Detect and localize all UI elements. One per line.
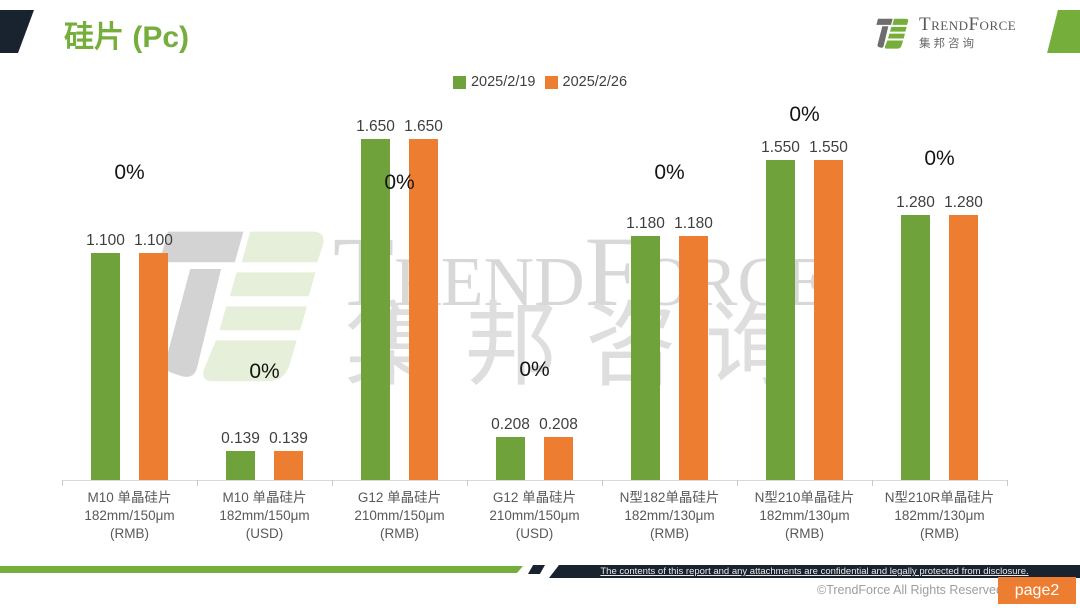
category-label-line: 182mm/130μm <box>759 508 850 523</box>
x-axis-tick <box>332 480 333 486</box>
x-axis-line <box>62 480 1007 481</box>
bar-value-label: 1.100 <box>134 232 173 249</box>
bar-value-label: 1.650 <box>356 118 395 135</box>
x-axis-tick <box>872 480 873 486</box>
category-label: G12 单晶硅片 210mm/150μm (USD) <box>467 489 602 543</box>
trendforce-logo-icon <box>876 18 909 49</box>
logo-brand-text: TrendForce <box>919 14 1017 35</box>
trendforce-logo: TrendForce 集邦咨询 <box>872 15 1016 51</box>
bar-value-label: 1.650 <box>404 118 443 135</box>
bar-value-label: 0.139 <box>269 430 308 447</box>
page-number-text: page2 <box>1014 581 1060 599</box>
bar-2025/2/19 <box>631 236 660 480</box>
bar-2025/2/26 <box>679 236 708 480</box>
bar-value-label: 1.180 <box>674 215 713 232</box>
bar-2025/2/26 <box>409 139 438 480</box>
category-label-line: M10 单晶硅片 <box>87 490 172 505</box>
category-label: N型210R单晶硅片 182mm/130μm (RMB) <box>872 489 1007 543</box>
chart-legend: 2025/2/19 2025/2/26 <box>0 74 1080 90</box>
x-axis-tick <box>467 480 468 486</box>
bar-2025/2/26 <box>274 451 303 480</box>
bar-2025/2/19 <box>901 215 930 480</box>
bar-value-label: 0.208 <box>539 416 578 433</box>
category-label-line: 182mm/130μm <box>894 508 985 523</box>
bar-value-label: 1.280 <box>896 194 935 211</box>
category-label-line: G12 单晶硅片 <box>492 490 577 505</box>
bar-2025/2/19 <box>361 139 390 480</box>
bar-2025/2/26 <box>949 215 978 480</box>
category-label-line: 182mm/130μm <box>624 508 715 523</box>
legend-item: 2025/2/26 <box>544 74 628 90</box>
category-label: N型210单晶硅片 182mm/130μm (RMB) <box>737 489 872 543</box>
category-label-line: (RMB) <box>785 526 824 541</box>
category-label-line: (USD) <box>245 526 284 541</box>
bar-2025/2/19 <box>226 451 255 480</box>
bar-2025/2/26 <box>814 160 843 480</box>
category-label-line: M10 单晶硅片 <box>222 490 307 505</box>
bar-2025/2/26 <box>544 437 573 480</box>
legend-item: 2025/2/19 <box>452 74 536 90</box>
x-axis-tick <box>62 480 63 486</box>
category-label-line: N型210单晶硅片 <box>754 490 855 505</box>
x-axis-tick <box>197 480 198 486</box>
bar-value-label: 0.208 <box>491 416 530 433</box>
category-label-line: (RMB) <box>920 526 959 541</box>
pct-change-label: 0% <box>114 161 145 184</box>
pct-change-label: 0% <box>789 103 820 126</box>
x-axis-tick <box>602 480 603 486</box>
logo-brand-cn: 集邦咨询 <box>919 38 977 50</box>
category-label-line: (RMB) <box>650 526 689 541</box>
pct-change-label: 0% <box>519 358 550 381</box>
footer-accent-bar <box>0 566 523 573</box>
pct-change-label: 0% <box>249 360 280 383</box>
category-label-line: (RMB) <box>380 526 419 541</box>
legend-swatch <box>452 75 466 89</box>
bar-value-label: 1.550 <box>809 139 848 156</box>
bar-value-label: 0.139 <box>221 430 260 447</box>
category-label: M10 单晶硅片 182mm/150μm (RMB) <box>62 489 197 543</box>
x-axis-tick <box>737 480 738 486</box>
bar-2025/2/19 <box>496 437 525 480</box>
category-label-line: 210mm/150μm <box>354 508 445 523</box>
pct-change-label: 0% <box>924 147 955 170</box>
category-label-line: (USD) <box>515 526 554 541</box>
category-label-line: 182mm/150μm <box>84 508 175 523</box>
confidential-banner: The contents of this report and any atta… <box>549 565 1080 578</box>
category-label-line: G12 单晶硅片 <box>357 490 442 505</box>
legend-swatch <box>544 75 558 89</box>
bar-value-label: 1.100 <box>86 232 125 249</box>
bar-2025/2/19 <box>91 253 120 480</box>
pct-change-label: 0% <box>384 171 415 194</box>
confidential-text: The contents of this report and any atta… <box>600 566 1029 577</box>
bar-value-label: 1.180 <box>626 215 665 232</box>
category-label-line: 182mm/150μm <box>219 508 310 523</box>
category-label-line: N型182单晶硅片 <box>619 490 720 505</box>
legend-label: 2025/2/26 <box>562 74 628 90</box>
bar-2025/2/19 <box>766 160 795 480</box>
footer-accent-slash <box>528 565 545 574</box>
copyright-text: ©TrendForce All Rights Reserved <box>817 583 1003 597</box>
category-label-line: 210mm/150μm <box>489 508 580 523</box>
category-label-line: N型210R单晶硅片 <box>884 490 995 505</box>
category-label: G12 单晶硅片 210mm/150μm (RMB) <box>332 489 467 543</box>
category-label: M10 单晶硅片 182mm/150μm (USD) <box>197 489 332 543</box>
bar-value-label: 1.280 <box>944 194 983 211</box>
category-label: N型182单晶硅片 182mm/130μm (RMB) <box>602 489 737 543</box>
category-label-line: (RMB) <box>110 526 149 541</box>
bar-value-label: 1.550 <box>761 139 800 156</box>
bar-2025/2/26 <box>139 253 168 480</box>
legend-label: 2025/2/19 <box>470 74 536 90</box>
x-axis-tick <box>1007 480 1008 486</box>
page-title: 硅片 (Pc) <box>64 21 190 54</box>
pct-change-label: 0% <box>654 161 685 184</box>
page-number-badge: page2 <box>998 577 1076 604</box>
